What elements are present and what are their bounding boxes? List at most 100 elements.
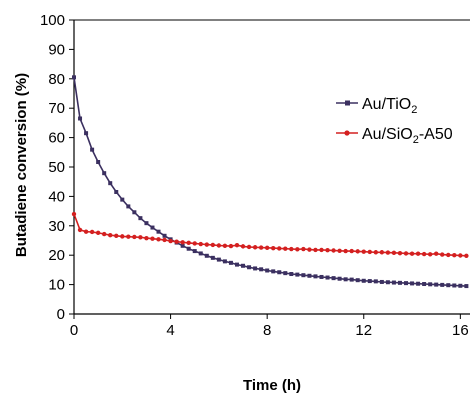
data-point <box>222 243 228 248</box>
data-point <box>331 276 336 281</box>
data-point <box>458 283 463 288</box>
data-point <box>271 245 276 251</box>
data-point <box>307 273 312 278</box>
data-point <box>144 235 149 241</box>
data-point <box>180 240 185 245</box>
data-point <box>301 246 306 252</box>
y-tick-label: 50 <box>48 159 65 176</box>
data-point <box>367 279 372 284</box>
y-tick-label: 30 <box>48 218 65 235</box>
data-point <box>186 240 191 246</box>
data-point <box>83 229 89 234</box>
legend-item: Au/SiO2-A50 <box>336 126 453 146</box>
data-point <box>108 181 113 186</box>
data-point <box>78 116 83 121</box>
y-tick-label: 80 <box>48 71 65 88</box>
data-point <box>361 249 366 254</box>
data-point <box>391 280 396 285</box>
data-point <box>120 197 125 202</box>
data-point <box>349 277 354 282</box>
data-point <box>440 252 445 257</box>
data-point <box>319 274 324 279</box>
data-point <box>355 278 360 283</box>
y-tick-label: 0 <box>57 306 65 323</box>
data-point <box>289 246 294 252</box>
data-point <box>295 247 300 252</box>
data-point <box>337 276 342 281</box>
data-point <box>253 266 258 271</box>
data-point <box>295 272 300 277</box>
data-point <box>415 251 421 256</box>
data-point <box>313 274 318 279</box>
data-point <box>464 284 469 289</box>
data-point <box>228 260 233 265</box>
data-point <box>428 282 433 287</box>
data-point <box>283 246 288 251</box>
data-point <box>114 233 119 238</box>
data-point <box>367 249 372 255</box>
data-point <box>391 250 397 256</box>
x-tick-label: 0 <box>70 322 78 339</box>
data-point <box>433 251 439 256</box>
data-point <box>192 249 197 254</box>
data-point <box>277 270 282 275</box>
data-point <box>464 253 469 258</box>
data-point <box>96 160 101 165</box>
data-point <box>422 282 427 287</box>
data-point <box>331 248 336 253</box>
data-point <box>283 271 288 276</box>
data-point <box>337 248 342 253</box>
series-1 <box>72 75 469 289</box>
x-tick-label: 4 <box>166 322 174 339</box>
data-point <box>234 262 239 267</box>
data-point <box>174 239 179 244</box>
data-point <box>162 233 167 238</box>
data-point <box>198 241 203 247</box>
x-tick-label: 16 <box>452 322 469 339</box>
data-point <box>325 275 330 280</box>
data-point <box>162 237 167 243</box>
data-point <box>241 263 246 268</box>
data-point <box>180 243 185 248</box>
y-tick-label: 10 <box>48 277 65 294</box>
data-point <box>101 231 107 237</box>
data-point <box>265 268 270 273</box>
data-point <box>246 244 252 250</box>
data-point <box>307 247 312 252</box>
data-point <box>90 147 95 152</box>
data-point <box>210 242 216 248</box>
legend-marker <box>344 130 350 136</box>
legend-label: Au/TiO2 <box>362 96 417 116</box>
data-point <box>132 234 137 240</box>
data-point <box>126 234 131 239</box>
legend: Au/TiO2 Au/SiO2-A50 <box>336 96 453 146</box>
data-point <box>373 250 379 255</box>
data-point <box>204 253 209 258</box>
data-point <box>458 253 463 258</box>
data-point <box>71 211 77 217</box>
data-point <box>84 131 89 136</box>
data-point <box>216 257 221 262</box>
data-point <box>247 265 252 270</box>
data-point <box>138 216 143 221</box>
data-point <box>204 242 210 247</box>
data-point <box>102 171 107 176</box>
series-layer <box>71 75 469 289</box>
data-point <box>264 245 270 251</box>
data-point <box>397 280 402 285</box>
series-2 <box>71 211 469 258</box>
data-point <box>452 253 457 258</box>
data-point <box>240 244 246 249</box>
data-point <box>168 238 173 244</box>
data-point <box>379 250 385 255</box>
data-point <box>301 273 306 278</box>
data-point <box>271 269 276 274</box>
series-line <box>73 213 467 257</box>
data-point <box>289 272 294 277</box>
data-point <box>343 277 348 282</box>
data-point <box>126 204 131 209</box>
y-tick-label: 40 <box>48 188 65 205</box>
data-point <box>427 252 433 257</box>
